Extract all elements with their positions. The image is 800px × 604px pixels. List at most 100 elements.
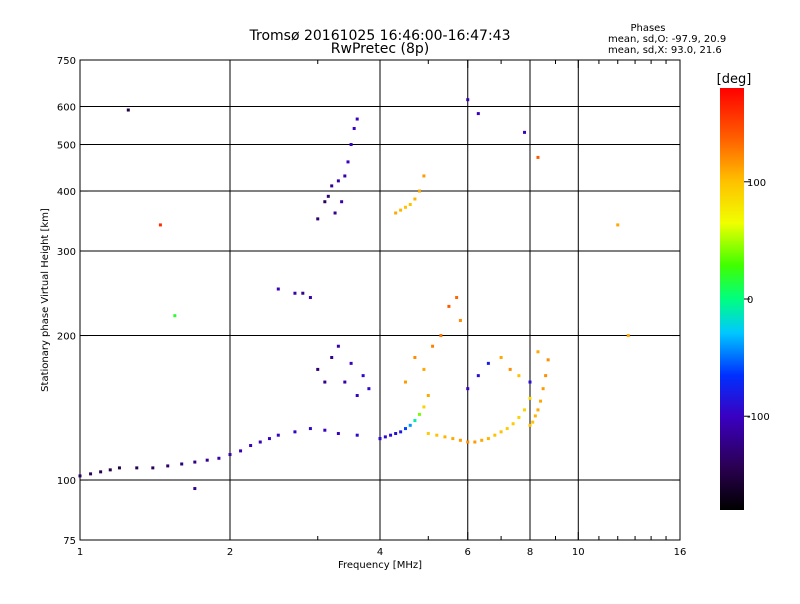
data-point — [217, 456, 221, 460]
data-point — [626, 334, 630, 338]
data-point — [435, 433, 439, 437]
data-point — [267, 437, 271, 441]
data-point — [413, 419, 417, 423]
data-point — [378, 437, 382, 441]
data-point — [528, 396, 532, 400]
data-point — [413, 355, 417, 359]
x-axis-ticks: 1 2 4 6 8 10 16 — [77, 60, 687, 558]
data-point — [539, 399, 543, 403]
data-point — [426, 394, 430, 398]
data-point — [330, 184, 334, 188]
data-point — [293, 430, 297, 434]
data-point — [536, 155, 540, 159]
data-point — [508, 367, 512, 371]
data-point — [505, 427, 509, 431]
colorbar — [720, 88, 744, 510]
data-point — [361, 374, 365, 378]
data-point — [458, 318, 462, 322]
data-point — [451, 437, 455, 441]
data-point — [293, 291, 297, 295]
data-point — [126, 108, 130, 112]
data-point — [205, 458, 209, 462]
data-point — [316, 367, 320, 371]
data-point — [531, 420, 535, 424]
data-point — [346, 160, 350, 164]
data-point — [486, 437, 490, 441]
data-point — [355, 433, 359, 437]
data-point — [336, 432, 340, 436]
data-point — [394, 432, 398, 436]
data-point — [301, 291, 305, 295]
data-point — [408, 423, 412, 427]
data-point — [517, 374, 521, 378]
data-point — [89, 472, 93, 476]
data-point — [426, 432, 430, 436]
data-points — [78, 98, 630, 491]
data-point — [323, 380, 327, 384]
data-point — [408, 202, 412, 206]
data-point — [367, 387, 371, 391]
data-point — [486, 361, 490, 365]
data-point — [158, 223, 162, 227]
data-point — [528, 423, 532, 427]
data-point — [336, 179, 340, 183]
data-point — [308, 296, 312, 300]
data-point — [403, 205, 407, 209]
data-point — [439, 334, 443, 338]
data-point — [276, 287, 280, 291]
y-axis-label: Stationary phase Virtual Height [km] — [40, 208, 51, 392]
x-tick-label: 2 — [227, 547, 233, 558]
data-point — [403, 427, 407, 431]
data-point — [173, 314, 177, 318]
data-point — [389, 433, 393, 437]
x-tick-label: 6 — [465, 547, 471, 558]
data-point — [528, 380, 532, 384]
x-tick-label: 16 — [674, 547, 687, 558]
data-point — [399, 208, 403, 212]
data-point — [394, 211, 398, 215]
data-point — [193, 460, 197, 464]
stats-title: Phases — [630, 23, 665, 34]
data-point — [523, 408, 527, 412]
y-tick-label: 400 — [57, 187, 76, 198]
data-point — [355, 394, 359, 398]
data-point — [443, 435, 447, 439]
data-point — [323, 200, 327, 204]
data-point — [228, 453, 232, 457]
data-point — [447, 304, 451, 308]
data-point — [455, 296, 459, 300]
data-point — [343, 174, 347, 178]
data-point — [326, 194, 330, 198]
colorbar-ticks: 100 0 -100 — [744, 178, 770, 423]
data-point — [166, 464, 170, 468]
data-point — [616, 223, 620, 227]
grid-lines — [80, 60, 680, 540]
data-point — [493, 433, 497, 437]
data-point — [499, 355, 503, 359]
data-point — [533, 414, 537, 418]
data-point — [239, 449, 243, 453]
data-point — [422, 367, 426, 371]
data-point — [316, 217, 320, 221]
y-tick-label: 100 — [57, 476, 76, 487]
x-tick-label: 4 — [377, 547, 383, 558]
data-point — [541, 387, 545, 391]
data-point — [333, 211, 337, 215]
data-point — [99, 470, 103, 474]
data-point — [422, 174, 426, 178]
colorbar-tick-label: 0 — [747, 295, 753, 306]
data-point — [517, 415, 521, 419]
y-tick-label: 200 — [57, 332, 76, 343]
data-point — [431, 344, 435, 348]
data-point — [349, 143, 353, 147]
data-point — [180, 462, 184, 466]
data-point — [340, 200, 344, 204]
data-point — [473, 440, 477, 444]
chart-title: Tromsø 20161025 16:46:00-16:47:43 — [249, 28, 511, 44]
data-point — [78, 474, 82, 478]
stats-line-x: mean, sd,X: 93.0, 21.6 — [608, 45, 722, 56]
data-point — [343, 380, 347, 384]
data-point — [499, 430, 503, 434]
